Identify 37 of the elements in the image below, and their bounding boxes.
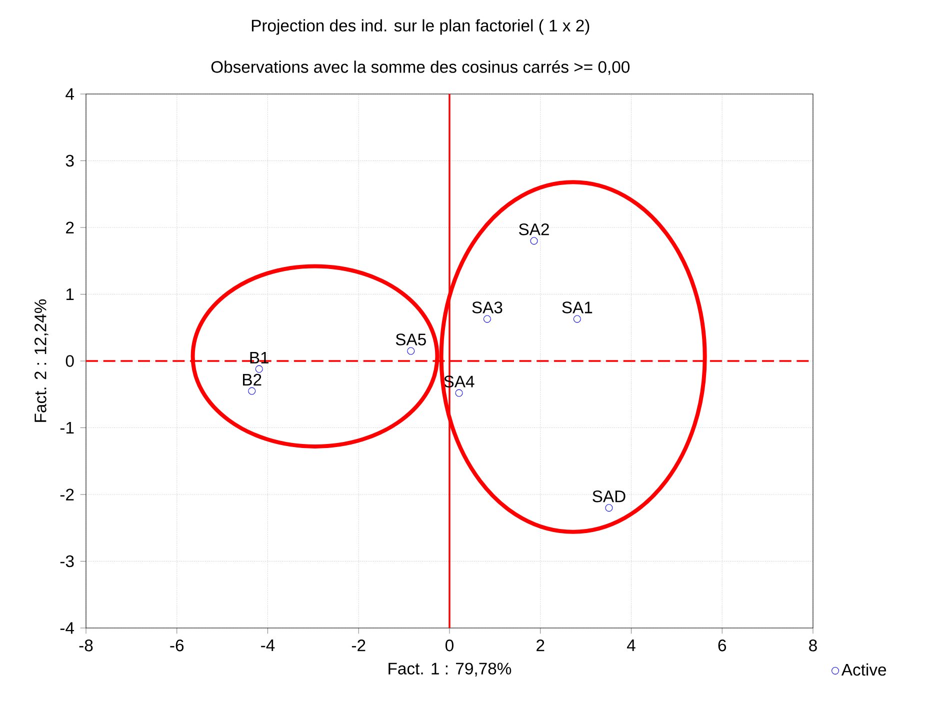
chart-title: Projection des ind. sur le plan factoriel ( 1 x 2): [252, 19, 590, 35]
x-tick-label: 4: [626, 640, 636, 651]
annotation: SAD: [592, 490, 626, 502]
x-axis-title: Fact. 1 : 79,78%: [388, 662, 512, 676]
point: [255, 365, 263, 373]
point: [455, 389, 463, 397]
annotation: SA2: [519, 223, 549, 236]
x-tick-label: -4: [261, 640, 275, 651]
y-tick-label: -4: [60, 622, 74, 634]
y-tick-label: 1: [66, 288, 74, 300]
point: [248, 387, 256, 395]
x-tick-label: 0: [446, 640, 454, 652]
y-tick-label: -3: [60, 555, 74, 568]
point: [530, 237, 538, 245]
annotation: SA3: [472, 302, 502, 314]
annotation: B2: [243, 374, 262, 386]
annotation: SA1: [562, 302, 592, 314]
y-tick-label: 4: [66, 88, 74, 100]
point: [407, 347, 415, 355]
x-tick-label: -2: [352, 640, 366, 652]
x-tick-label: -8: [79, 640, 93, 652]
x-tick-label: -6: [170, 640, 184, 652]
x-tick-label: 8: [809, 640, 817, 652]
chart-subtitle: Observations avec la somme des cosinus carrés >= 0,00: [211, 60, 630, 75]
annotation: SA5: [396, 334, 426, 346]
point: [483, 315, 491, 323]
point: [573, 315, 581, 323]
y-tick-label: 3: [66, 154, 74, 167]
y-tick-label: 0: [66, 355, 74, 367]
y-tick-label: -1: [60, 422, 74, 434]
x-tick-label: 2: [536, 640, 544, 652]
y-tick-label: -2: [60, 488, 74, 500]
y-axis-title: Fact. 2 : 12,24%: [34, 299, 48, 422]
legend-label: Active: [841, 663, 886, 676]
y-tick-label: 2: [66, 222, 74, 234]
x-tick-label: 6: [718, 640, 726, 652]
point: [605, 504, 613, 512]
